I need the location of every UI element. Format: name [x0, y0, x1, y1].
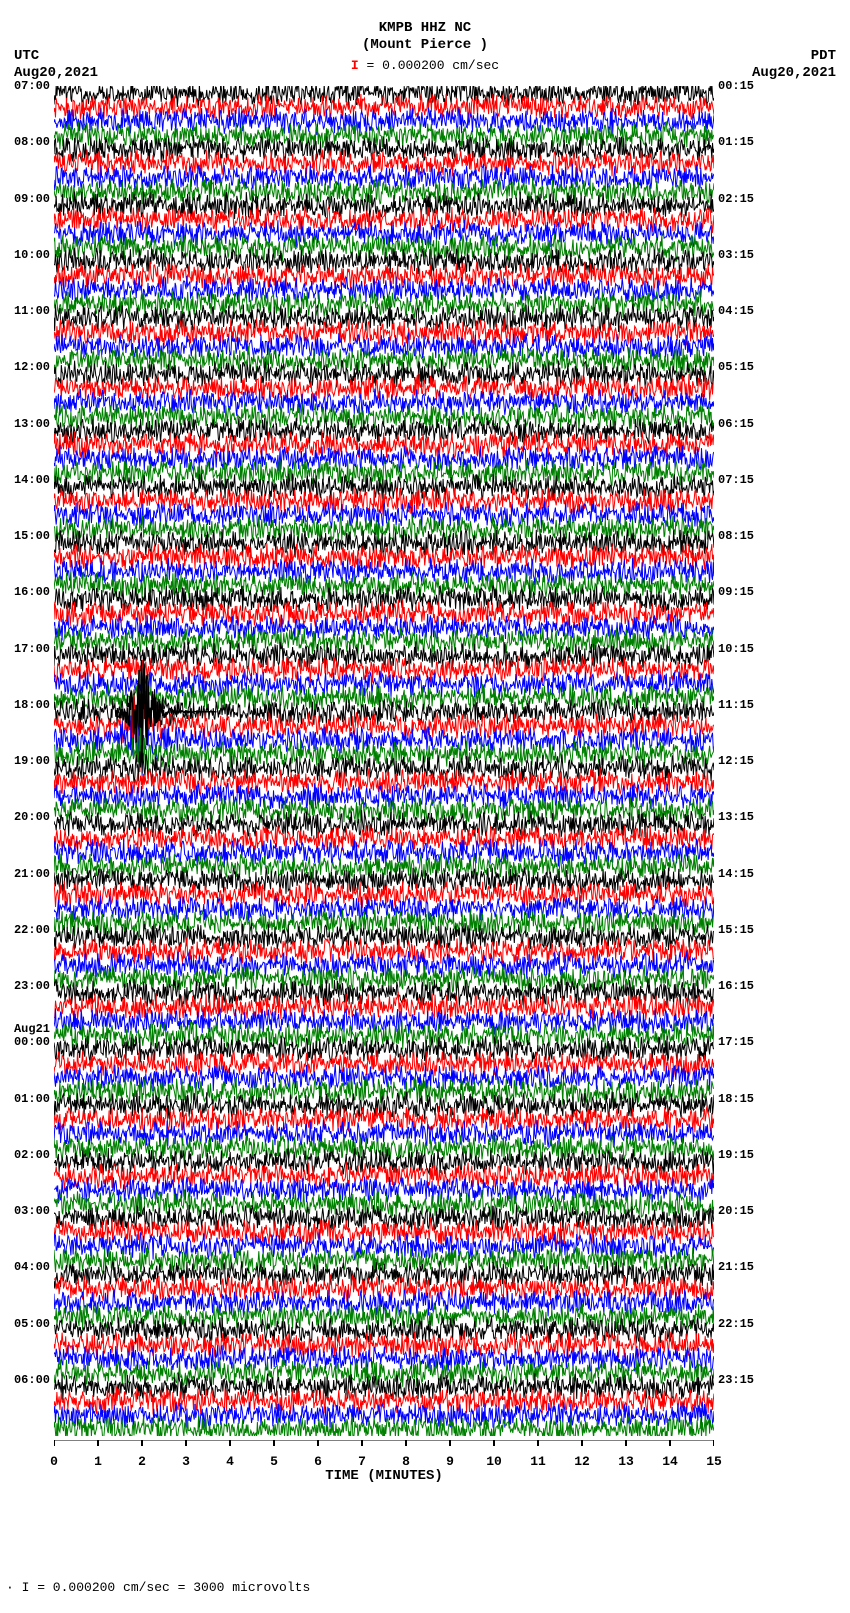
utc-hour-label: 10:00 [14, 248, 50, 262]
tz-pdt-label: PDT [752, 48, 836, 65]
plot-area [54, 86, 714, 1436]
x-tick-label: 15 [706, 1454, 722, 1469]
x-axis-ticks [54, 1440, 714, 1454]
x-tick-label: 9 [446, 1454, 454, 1469]
utc-hour-label: 09:00 [14, 192, 50, 206]
utc-hour-label: 18:00 [14, 698, 50, 712]
utc-hour-label: 05:00 [14, 1317, 50, 1331]
pdt-hour-label: 23:15 [718, 1373, 754, 1387]
pdt-hour-label: 04:15 [718, 304, 754, 318]
pdt-hour-label: 22:15 [718, 1317, 754, 1331]
x-tick-label: 8 [402, 1454, 410, 1469]
footer-scale: · I = 0.000200 cm/sec = 3000 microvolts [6, 1580, 310, 1595]
utc-hour-label: 07:00 [14, 79, 50, 93]
x-tick-label: 5 [270, 1454, 278, 1469]
location-line: (Mount Pierce ) [0, 37, 850, 54]
pdt-hour-label: 16:15 [718, 979, 754, 993]
x-tick-label: 13 [618, 1454, 634, 1469]
x-tick-label: 6 [314, 1454, 322, 1469]
x-tick-label: 3 [182, 1454, 190, 1469]
chart-header: KMPB HHZ NC (Mount Pierce ) I = 0.000200… [0, 20, 850, 73]
utc-hour-label: 22:00 [14, 923, 50, 937]
pdt-hour-label: 20:15 [718, 1204, 754, 1218]
pdt-hour-label: 09:15 [718, 585, 754, 599]
trace-line [54, 838, 714, 866]
x-tick-label: 14 [662, 1454, 678, 1469]
utc-hour-label: 16:00 [14, 585, 50, 599]
x-tick-label: 12 [574, 1454, 590, 1469]
scale-bar-text: = 0.000200 cm/sec [359, 58, 499, 73]
x-tick-label: 2 [138, 1454, 146, 1469]
utc-hour-label: 20:00 [14, 810, 50, 824]
x-tick-label: 4 [226, 1454, 234, 1469]
x-tick-label: 7 [358, 1454, 366, 1469]
trace-line [54, 374, 714, 401]
scale-bar-icon: I [351, 58, 359, 73]
utc-hour-label: 19:00 [14, 754, 50, 768]
pdt-hour-label: 10:15 [718, 642, 754, 656]
utc-hour-label: 06:00 [14, 1373, 50, 1387]
utc-hour-label: 04:00 [14, 1260, 50, 1274]
pdt-hour-label: 21:15 [718, 1260, 754, 1274]
station-line: KMPB HHZ NC [0, 20, 850, 37]
tz-pdt-block: PDT Aug20,2021 [752, 48, 836, 82]
trace-line [54, 895, 714, 922]
footer-glyph: · I [6, 1580, 29, 1595]
pdt-hour-label: 17:15 [718, 1035, 754, 1049]
x-axis-title: TIME (MINUTES) [54, 1468, 714, 1484]
pdt-hour-label: 03:15 [718, 248, 754, 262]
trace-line [54, 445, 714, 473]
utc-hour-label: 12:00 [14, 360, 50, 374]
pdt-hour-label: 18:15 [718, 1092, 754, 1106]
pdt-hour-label: 02:15 [718, 192, 754, 206]
utc-hour-label: 08:00 [14, 135, 50, 149]
utc-hour-label: 01:00 [14, 1092, 50, 1106]
utc-hour-label: 02:00 [14, 1148, 50, 1162]
utc-hour-label: 00:00 [14, 1035, 50, 1049]
utc-hour-label: 03:00 [14, 1204, 50, 1218]
utc-hour-label: 17:00 [14, 642, 50, 656]
pdt-hour-label: 14:15 [718, 867, 754, 881]
utc-hour-label: 21:00 [14, 867, 50, 881]
utc-hour-label: 23:00 [14, 979, 50, 993]
pdt-hour-label: 05:15 [718, 360, 754, 374]
pdt-hour-label: 11:15 [718, 698, 754, 712]
x-tick-label: 1 [94, 1454, 102, 1469]
pdt-hour-label: 06:15 [718, 417, 754, 431]
pdt-hour-label: 01:15 [718, 135, 754, 149]
x-tick-label: 0 [50, 1454, 58, 1469]
footer-text: = 0.000200 cm/sec = 3000 microvolts [29, 1580, 310, 1595]
utc-hour-label: 13:00 [14, 417, 50, 431]
pdt-hour-label: 13:15 [718, 810, 754, 824]
utc-hour-label: 15:00 [14, 529, 50, 543]
x-tick-label: 11 [530, 1454, 546, 1469]
pdt-hour-label: 00:15 [718, 79, 754, 93]
seismogram-svg [54, 86, 714, 1436]
tz-utc-label: UTC [14, 48, 98, 65]
pdt-hour-label: 12:15 [718, 754, 754, 768]
utc-daybreak-label: Aug21 [14, 1022, 50, 1036]
utc-hour-label: 14:00 [14, 473, 50, 487]
x-axis: TIME (MINUTES) 0123456789101112131415 [54, 1440, 714, 1480]
x-tick-label: 10 [486, 1454, 502, 1469]
tz-utc-block: UTC Aug20,2021 [14, 48, 98, 82]
pdt-hour-label: 19:15 [718, 1148, 754, 1162]
helicorder-page: KMPB HHZ NC (Mount Pierce ) I = 0.000200… [0, 0, 850, 1613]
utc-hour-label: 11:00 [14, 304, 50, 318]
tz-pdt-date: Aug20,2021 [752, 65, 836, 82]
pdt-hour-label: 07:15 [718, 473, 754, 487]
scale-bar: I = 0.000200 cm/sec [0, 58, 850, 74]
pdt-hour-label: 15:15 [718, 923, 754, 937]
pdt-hour-label: 08:15 [718, 529, 754, 543]
